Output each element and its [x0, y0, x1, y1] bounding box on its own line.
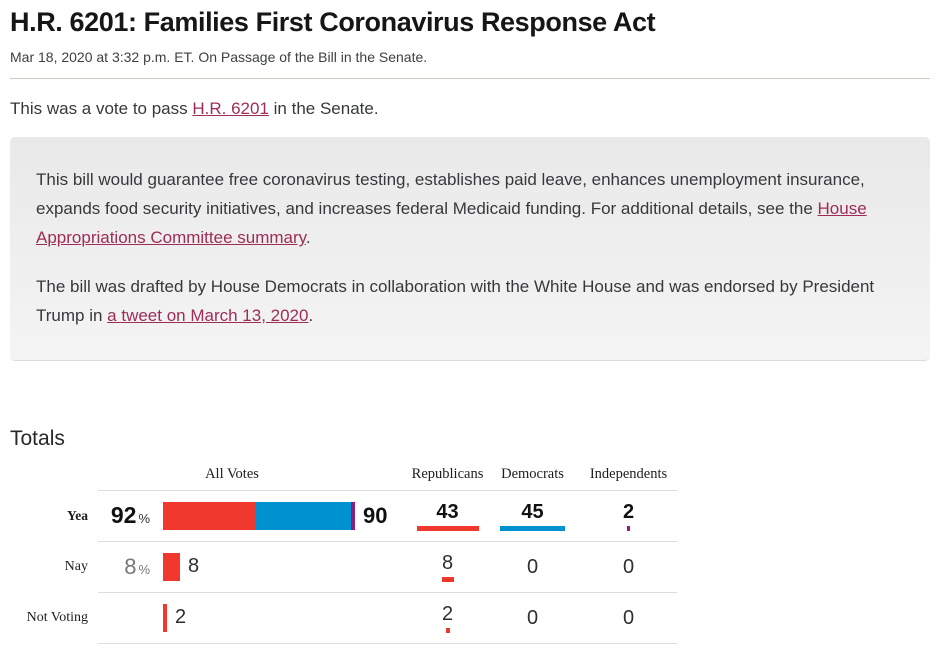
not-voting-republicans-count: 2	[441, 602, 454, 625]
not-voting-independents-cell: 0	[580, 607, 677, 629]
yea-percent-value: 92	[110, 502, 137, 529]
header-divider	[10, 78, 930, 80]
bill-link[interactable]: H.R. 6201	[192, 99, 269, 119]
not-voting-independents-count: 0	[622, 606, 635, 629]
yea-all-votes-cell: 90	[150, 501, 410, 530]
nay-independents-count: 0	[622, 555, 635, 578]
intro-text-post: in the Senate.	[268, 99, 379, 119]
yea-democrats-count: 45	[521, 500, 544, 523]
republican-bar-segment	[163, 603, 167, 632]
table-row-nay: 8% 8 8 0 0	[98, 542, 677, 593]
totals-heading: Totals	[10, 426, 65, 450]
page-title: H.R. 6201: Families First Coronavirus Re…	[10, 7, 656, 37]
yea-independents-cell: 2	[580, 501, 677, 531]
republican-underline-mark	[441, 576, 454, 582]
nay-all-votes-cell: 8	[150, 552, 410, 581]
row-label-yea: Yea	[67, 508, 88, 524]
percent-sign: %	[138, 561, 150, 577]
not-voting-democrats-count: 0	[526, 606, 539, 629]
column-header-democrats: Democrats	[501, 465, 564, 482]
row-labels-column: Yea Nay Not Voting	[10, 462, 88, 644]
not-voting-all-votes-bar	[163, 603, 167, 632]
republican-underline-mark	[445, 627, 450, 633]
nay-all-votes-bar	[163, 552, 180, 581]
not-voting-democrats-cell: 0	[485, 607, 580, 629]
nay-independents-cell: 0	[580, 556, 677, 578]
bill-summary-box: This bill would guarantee free coronavir…	[10, 137, 930, 361]
table-row-yea: 92% 90 43 45 2	[98, 491, 677, 542]
yea-total-count: 90	[363, 502, 388, 528]
yea-percent: 92%	[98, 502, 150, 529]
nay-republicans-count: 8	[441, 551, 454, 574]
nay-percent: 8%	[98, 554, 150, 580]
column-header-republicans: Republicans	[411, 465, 484, 482]
row-label-not-voting: Not Voting	[26, 610, 88, 626]
nay-total-count: 8	[188, 555, 200, 578]
column-header-all-votes: All Votes	[205, 465, 259, 482]
democrat-bar-segment	[255, 501, 351, 530]
yea-republicans-count: 43	[436, 500, 459, 523]
appropriations-summary-link[interactable]: House Appropriations Committee summary	[36, 199, 867, 248]
nay-percent-value: 8	[124, 553, 137, 579]
nay-democrats-count: 0	[526, 555, 539, 578]
republican-bar-segment	[163, 501, 255, 530]
nay-republicans-cell: 8	[410, 552, 485, 582]
summary-1-text-end: .	[305, 228, 311, 248]
vote-date-subtitle: Mar 18, 2020 at 3:32 p.m. ET. On Passage…	[10, 49, 428, 66]
democrat-underline-mark	[500, 525, 565, 531]
independent-bar-segment	[351, 501, 355, 530]
not-voting-total-count: 2	[175, 606, 187, 629]
summary-2-text-end: .	[308, 305, 314, 325]
not-voting-percent	[98, 605, 150, 631]
not-voting-republicans-cell: 2	[410, 603, 485, 633]
tweet-link[interactable]: a tweet on March 13, 2020	[107, 305, 309, 325]
totals-table: Yea Nay Not Voting All Votes Republicans…	[10, 462, 930, 644]
summary-paragraph-1: This bill would guarantee free coronavir…	[36, 166, 904, 253]
yea-republicans-cell: 43	[410, 501, 485, 531]
independent-underline-mark	[627, 525, 630, 531]
republican-bar-segment	[163, 552, 180, 581]
table-row-not-voting: 2 2 0 0	[98, 593, 677, 644]
column-header-independents: Independents	[589, 465, 668, 482]
republican-underline-mark	[416, 525, 479, 531]
summary-1-text: This bill would guarantee free coronavir…	[36, 170, 865, 219]
percent-sign: %	[138, 511, 150, 527]
header-spacer	[10, 462, 88, 491]
summary-2-text: The bill was drafted by House Democrats …	[36, 277, 875, 325]
column-header-row: All Votes Republicans Democrats Independ…	[98, 462, 677, 491]
nay-democrats-cell: 0	[485, 556, 580, 578]
intro-paragraph: This was a vote to pass H.R. 6201 in the…	[10, 99, 930, 119]
totals-grid: All Votes Republicans Democrats Independ…	[98, 462, 677, 644]
intro-text-pre: This was a vote to pass	[10, 99, 193, 119]
yea-democrats-cell: 45	[485, 501, 580, 531]
vote-page: H.R. 6201: Families First Coronavirus Re…	[10, 7, 930, 644]
not-voting-all-votes-cell: 2	[150, 603, 410, 632]
yea-all-votes-bar	[163, 501, 355, 530]
summary-paragraph-2: The bill was drafted by House Democrats …	[36, 273, 904, 331]
row-label-nay: Nay	[64, 559, 88, 575]
yea-independents-count: 2	[622, 500, 635, 523]
